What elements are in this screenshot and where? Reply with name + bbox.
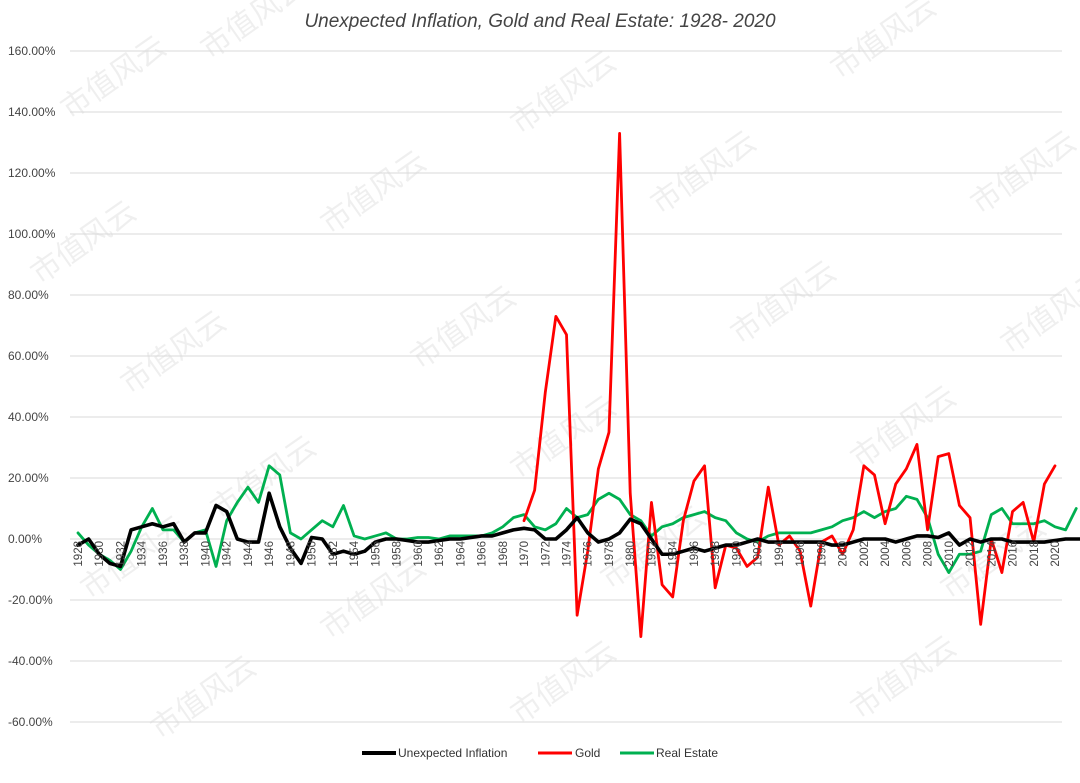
x-tick-label: 1986: [689, 541, 701, 567]
x-tick-label: 1954: [349, 540, 361, 566]
x-tick-label: 2014: [986, 540, 998, 566]
x-tick-label: 1974: [562, 540, 574, 566]
x-tick-label: 2008: [923, 541, 935, 567]
y-tick-label: -20.00%: [8, 593, 53, 607]
x-tick-label: 1998: [816, 541, 828, 567]
y-tick-label: 120.00%: [8, 166, 56, 180]
y-tick-label: 100.00%: [8, 227, 56, 241]
x-tick-label: 1992: [753, 541, 765, 567]
legend: Unexpected Inflation Gold Real Estate: [362, 746, 718, 760]
x-tick-label: 1984: [668, 540, 680, 566]
legend-label-gold: Gold: [575, 746, 600, 760]
x-tick-label: 2006: [901, 541, 913, 567]
x-tick-label: 1940: [200, 541, 212, 567]
x-tick-label: 1960: [413, 541, 425, 567]
y-axis: -60.00% -40.00% -20.00% 0.00% 20.00% 40.00% 60…: [8, 44, 56, 729]
series-line-gold: [522, 131, 1057, 638]
x-tick-label: 1968: [498, 541, 510, 567]
x-tick-label: 1976: [583, 541, 595, 567]
x-tick-label: 1930: [94, 541, 106, 567]
gridlines: [70, 50, 1062, 723]
series-line-unexpected-inflation: [76, 491, 1080, 569]
series-lines: [76, 131, 1080, 638]
x-tick-label: 1936: [158, 541, 170, 567]
x-tick-label: 2016: [1008, 541, 1020, 567]
x-tick-label: 1958: [392, 541, 404, 567]
y-tick-label: 140.00%: [8, 105, 56, 119]
x-tick-label: 1990: [731, 541, 743, 567]
x-tick-label: 1946: [264, 541, 276, 567]
x-tick-label: 1994: [774, 540, 786, 566]
x-tick-label: 1966: [477, 541, 489, 567]
x-tick-label: 2002: [859, 541, 871, 567]
x-tick-label: 1988: [710, 541, 722, 567]
y-tick-label: -40.00%: [8, 654, 53, 668]
legend-label-real-estate: Real Estate: [656, 746, 718, 760]
x-tick-label: 2012: [965, 541, 977, 567]
x-tick-label: 1952: [328, 541, 340, 567]
y-tick-label: 0.00%: [8, 532, 42, 546]
y-tick-label: 60.00%: [8, 349, 49, 363]
x-tick-label: 1970: [519, 541, 531, 567]
x-tick-label: 2018: [1029, 541, 1041, 567]
y-tick-label: 40.00%: [8, 410, 49, 424]
x-tick-label: 1962: [434, 541, 446, 567]
x-tick-label: 1948: [285, 541, 297, 567]
x-tick-label: 2020: [1050, 541, 1062, 567]
x-tick-label: 1980: [625, 541, 637, 567]
y-tick-label: 160.00%: [8, 44, 56, 58]
x-tick-label: 2010: [944, 541, 956, 567]
x-tick-label: 1978: [604, 541, 616, 567]
x-tick-label: 1942: [222, 541, 234, 567]
x-tick-label: 1928: [73, 541, 85, 567]
x-tick-label: 1982: [646, 541, 658, 567]
x-tick-label: 1996: [795, 541, 807, 567]
x-tick-label: 1932: [115, 541, 127, 567]
chart-title: Unexpected Inflation, Gold and Real Esta…: [304, 11, 776, 32]
x-axis: 1928 1930 1932 1934 1936 1938 1940 1942 1944 1946…: [73, 540, 1062, 566]
x-tick-label: 1964: [455, 540, 467, 566]
y-tick-label: -60.00%: [8, 715, 53, 729]
x-tick-label: 1944: [243, 540, 255, 566]
x-tick-label: 1950: [307, 541, 319, 567]
x-tick-label: 2000: [838, 541, 850, 567]
y-tick-label: 80.00%: [8, 288, 49, 302]
y-tick-label: 20.00%: [8, 471, 49, 485]
x-tick-label: 1938: [179, 541, 191, 567]
x-tick-label: 1934: [137, 540, 149, 566]
x-tick-label: 2004: [880, 540, 892, 566]
legend-label-unexpected-inflation: Unexpected Inflation: [398, 746, 507, 760]
x-tick-label: 1972: [540, 541, 552, 567]
x-tick-label: 1956: [370, 541, 382, 567]
